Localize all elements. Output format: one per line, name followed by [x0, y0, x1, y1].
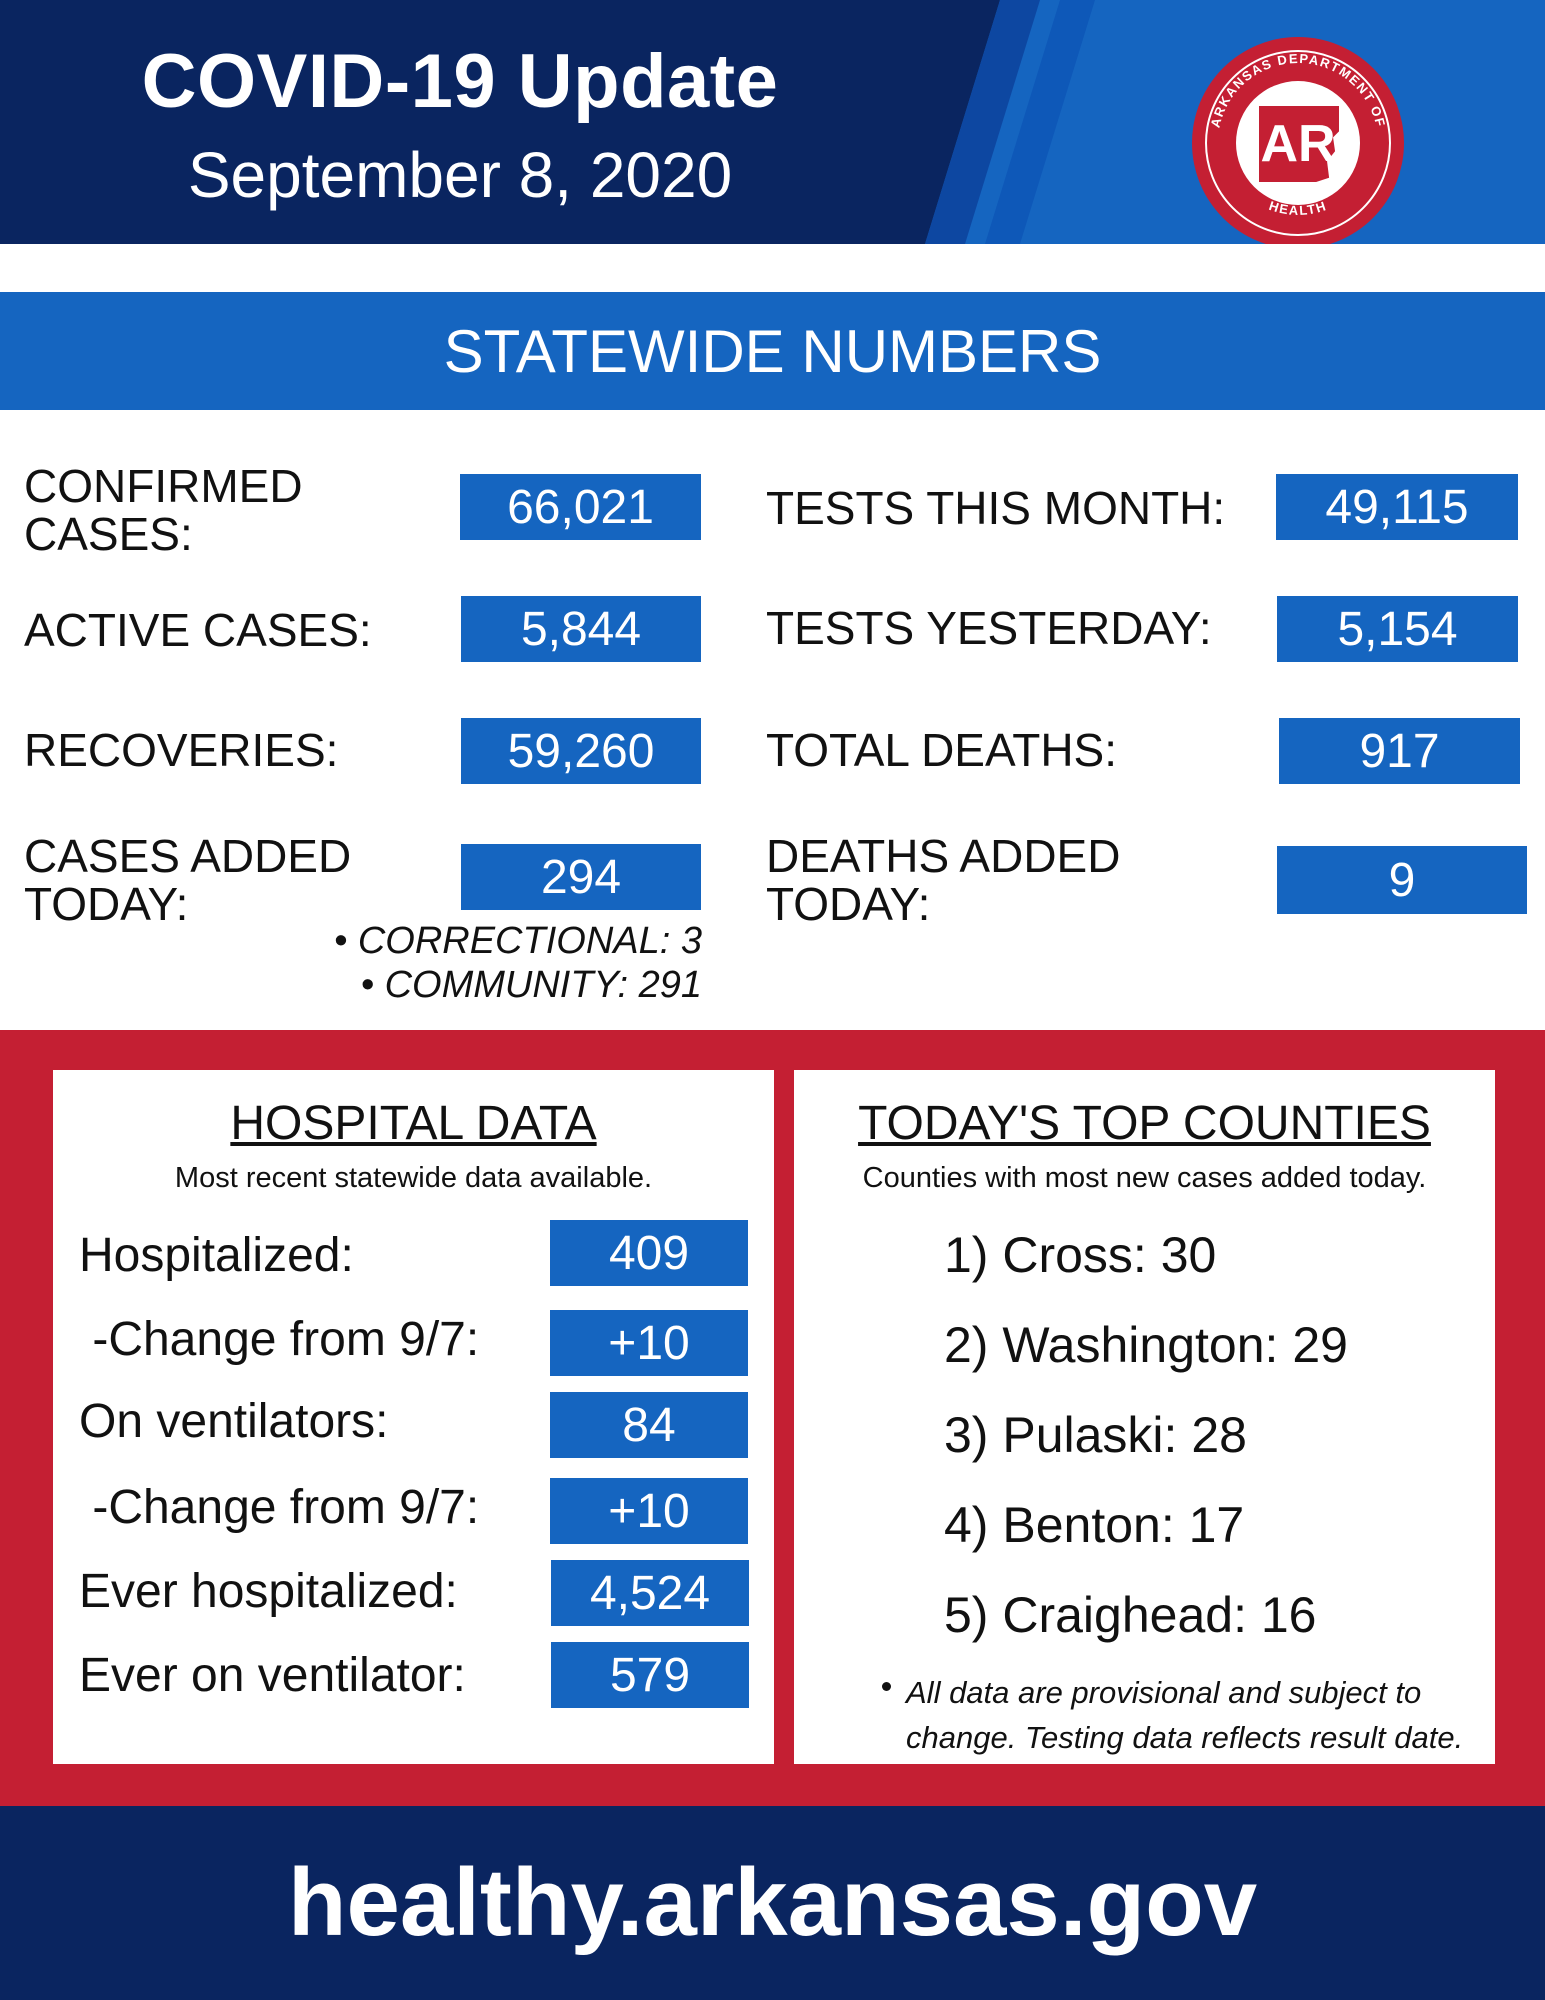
hospital-panel: HOSPITAL DATA Most recent statewide data… — [53, 1070, 774, 1764]
recoveries-label: RECOVERIES: — [24, 724, 339, 776]
correctional-breakdown: • CORRECTIONAL: 3 — [333, 920, 702, 962]
deaths-added-label: DEATHS ADDED TODAY: — [766, 830, 1121, 930]
deaths-added-value: 9 — [1277, 846, 1527, 914]
county-item: 3) Pulaski: 28 — [944, 1407, 1247, 1463]
page-date: September 8, 2020 — [187, 139, 733, 211]
counties-subtitle: Counties with most new cases added today… — [862, 1162, 1427, 1194]
tests-month-label: TESTS THIS MONTH: — [766, 482, 1226, 534]
hospitalized-change-value: +10 — [550, 1310, 748, 1376]
page-title: COVID-19 Update — [141, 39, 779, 124]
county-item: 2) Washington: 29 — [944, 1317, 1348, 1373]
tests-yesterday-label: TESTS YESTERDAY: — [766, 602, 1212, 654]
hospitalized-change-label: -Change from 9/7: — [79, 1313, 480, 1366]
community-breakdown: • COMMUNITY: 291 — [360, 964, 702, 1006]
ever-ventilator-label: Ever on ventilator: — [79, 1649, 466, 1702]
ventilators-label: On ventilators: — [79, 1395, 389, 1448]
tests-month-value: 49,115 — [1276, 474, 1518, 540]
confirmed-cases-label: CONFIRMED CASES: — [24, 460, 303, 560]
ever-hospitalized-label: Ever hospitalized: — [79, 1565, 458, 1618]
ventilators-change-label: -Change from 9/7: — [79, 1481, 480, 1534]
header-banner: COVID-19 Update September 8, 2020 ARKANS… — [0, 0, 1545, 244]
ventilators-change-value: +10 — [550, 1478, 748, 1544]
tests-yesterday-value: 5,154 — [1277, 596, 1518, 662]
provisional-data-note: All data are provisional and subject to … — [906, 1675, 1464, 1755]
active-cases-value: 5,844 — [461, 596, 701, 662]
ventilators-value: 84 — [550, 1392, 748, 1458]
county-item: 5) Craighead: 16 — [944, 1587, 1317, 1643]
confirmed-cases-value: 66,021 — [460, 474, 701, 540]
hospital-subtitle: Most recent statewide data available. — [174, 1162, 653, 1194]
cases-added-label: CASES ADDED TODAY: — [24, 830, 352, 930]
note-bullet — [882, 1682, 891, 1691]
ever-hospitalized-value: 4,524 — [551, 1560, 749, 1626]
county-item: 1) Cross: 30 — [944, 1227, 1217, 1283]
county-item: 4) Benton: 17 — [944, 1497, 1245, 1553]
total-deaths-value: 917 — [1279, 718, 1520, 784]
footer-website-link[interactable]: healthy.arkansas.gov — [0, 1806, 1545, 2000]
cases-added-value: 294 — [461, 844, 701, 910]
hospitalized-value: 409 — [550, 1220, 748, 1286]
seal-text-bottom: HEALTH — [1267, 198, 1327, 218]
counties-panel: TODAY'S TOP COUNTIES Counties with most … — [794, 1070, 1495, 1764]
recoveries-value: 59,260 — [461, 718, 701, 784]
seal-monogram: AR — [1260, 115, 1335, 173]
statewide-heading: STATEWIDE NUMBERS — [0, 292, 1545, 410]
health-department-seal: ARKANSAS DEPARTMENT OF HEALTH AR — [1192, 37, 1404, 244]
ever-ventilator-value: 579 — [551, 1642, 749, 1708]
active-cases-label: ACTIVE CASES: — [24, 604, 372, 656]
total-deaths-label: TOTAL DEATHS: — [766, 724, 1118, 776]
hospital-title: HOSPITAL DATA — [230, 1097, 597, 1150]
svg-text:HEALTH: HEALTH — [1267, 198, 1328, 218]
counties-title: TODAY'S TOP COUNTIES — [858, 1097, 1431, 1150]
hospitalized-label: Hospitalized: — [79, 1229, 354, 1282]
